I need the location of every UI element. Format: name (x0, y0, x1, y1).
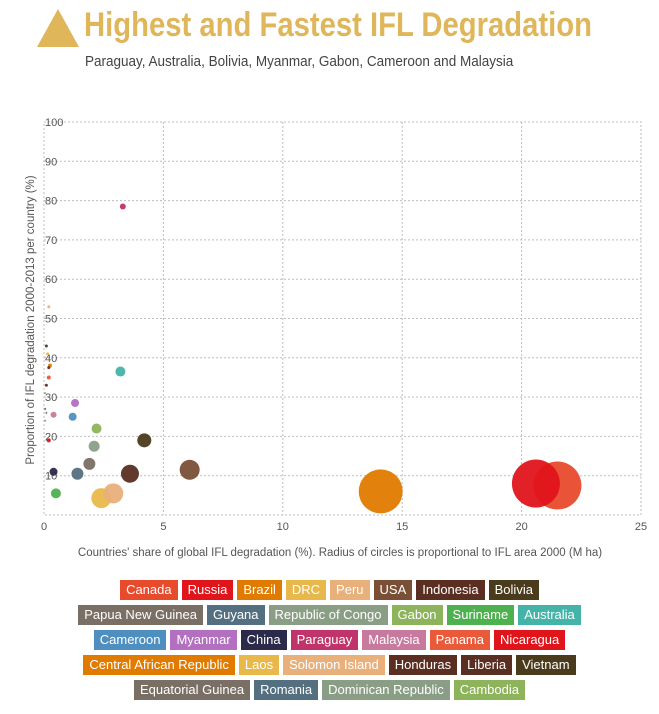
legend-item-guyana[interactable]: Guyana (206, 605, 265, 625)
y-tick-label: 20 (45, 431, 57, 443)
data-point-republic-of-congo[interactable] (88, 440, 100, 452)
legend-item-honduras[interactable]: Honduras (388, 655, 458, 675)
triangle-icon (37, 9, 79, 47)
legend-item-panama[interactable]: Panama (429, 630, 490, 650)
data-point-guyana[interactable] (71, 467, 84, 480)
legend-item-russia[interactable]: Russia (181, 580, 234, 600)
x-tick-label: 10 (277, 521, 289, 533)
legend-item-myanmar[interactable]: Myanmar (170, 630, 237, 650)
legend-item-australia[interactable]: Australia (518, 605, 581, 625)
x-tick-label: 15 (396, 521, 408, 533)
legend-item-papua-new-guinea[interactable]: Papua New Guinea (78, 605, 203, 625)
data-point-china[interactable] (49, 467, 58, 476)
legend-item-canada[interactable]: Canada (120, 580, 178, 600)
data-point-equatorial-guinea[interactable] (45, 411, 48, 414)
legend-item-dominican-republic[interactable]: Dominican Republic (322, 680, 450, 700)
data-point-nicaragua[interactable] (46, 438, 51, 443)
data-point-panama[interactable] (46, 375, 51, 380)
legend-item-cameroon[interactable]: Cameroon (93, 630, 167, 650)
data-point-romania[interactable] (44, 407, 47, 410)
data-point-liberia[interactable] (44, 383, 48, 387)
y-tick-label: 80 (45, 196, 57, 208)
data-point-peru[interactable] (103, 483, 124, 504)
legend-item-equatorial-guinea[interactable]: Equatorial Guinea (134, 680, 251, 700)
legend-row: Cameroon Myanmar China Paraguay Malaysia Pana… (0, 630, 659, 650)
x-axis-label: Countries' share of global IFL degradati… (78, 547, 602, 559)
data-point-gabon[interactable] (91, 423, 102, 434)
y-axis-label: Proportion of IFL degradation 2000-2013 … (25, 175, 37, 464)
data-point-dominican-republic[interactable] (44, 419, 47, 422)
data-point-suriname[interactable] (50, 488, 61, 499)
y-tick-label: 90 (45, 156, 57, 168)
legend-row: Papua New Guinea Guyana Republic of Congo G… (0, 605, 659, 625)
data-points (44, 203, 582, 514)
legend-item-usa[interactable]: USA (373, 580, 413, 600)
chart-header: Highest and Fastest IFL Degradation Para… (0, 0, 659, 80)
data-point-russia[interactable] (511, 459, 560, 508)
legend-item-brazil[interactable]: Brazil (237, 580, 282, 600)
x-tick-label: 20 (515, 521, 527, 533)
legend-item-solomon-island[interactable]: Solomon Island (283, 655, 385, 675)
legend-item-malaysia[interactable]: Malaysia (362, 630, 426, 650)
y-tick-label: 40 (45, 353, 57, 365)
legend-item-laos[interactable]: Laos (238, 655, 280, 675)
x-tick-label: 25 (635, 521, 647, 533)
legend-item-central-african-republic[interactable]: Central African Republic (83, 655, 235, 675)
y-tick-label: 50 (45, 314, 57, 326)
data-point-malaysia[interactable] (50, 411, 57, 418)
y-tick-label: 100 (45, 117, 63, 129)
legend-item-cambodia[interactable]: Cambodia (453, 680, 525, 700)
legend-item-liberia[interactable]: Liberia (461, 655, 513, 675)
legend-item-suriname[interactable]: Suriname (446, 605, 515, 625)
data-point-honduras[interactable] (47, 366, 51, 370)
data-point-indonesia[interactable] (120, 464, 139, 483)
data-point-bolivia[interactable] (137, 433, 152, 448)
data-point-papua-new-guinea[interactable] (83, 457, 96, 470)
chart-title: Highest and Fastest IFL Degradation (84, 6, 592, 44)
legend-row: Equatorial Guinea Romania Dominican Republ… (0, 680, 659, 700)
legend-item-vietnam[interactable]: Vietnam (516, 655, 576, 675)
legend-item-gabon[interactable]: Gabon (391, 605, 443, 625)
data-point-australia[interactable] (115, 366, 126, 377)
data-point-vietnam[interactable] (44, 344, 48, 348)
y-tick-label: 70 (45, 235, 57, 247)
y-tick-label: 30 (45, 392, 57, 404)
y-tick-label: 60 (45, 274, 57, 286)
data-point-laos[interactable] (46, 352, 50, 356)
legend-row: Central African Republic Laos Solomon Isla… (0, 655, 659, 675)
chart-grid (43, 121, 642, 516)
legend-item-paraguay[interactable]: Paraguay (290, 630, 359, 650)
data-point-solomon-island[interactable] (47, 305, 51, 309)
data-point-paraguay[interactable] (119, 203, 126, 210)
legend-item-indonesia[interactable]: Indonesia (416, 580, 485, 600)
legend-item-bolivia[interactable]: Bolivia (488, 580, 539, 600)
x-tick-label: 0 (41, 521, 47, 533)
legend-item-china[interactable]: China (240, 630, 287, 650)
data-point-cameroon[interactable] (68, 412, 77, 421)
x-axis-ticks: 0 5 10 15 20 25 (41, 521, 647, 533)
x-tick-label: 5 (160, 521, 166, 533)
legend-item-nicaragua[interactable]: Nicaragua (493, 630, 566, 650)
legend-row: Canada Russia Brazil DRC Peru USA Indonesia Bol… (0, 580, 659, 600)
data-point-cambodia[interactable] (44, 392, 47, 395)
data-point-usa[interactable] (179, 459, 200, 480)
data-point-brazil[interactable] (358, 469, 403, 514)
legend-item-peru[interactable]: Peru (330, 580, 370, 600)
chart-subtitle: Paraguay, Australia, Bolivia, Myanmar, G… (85, 53, 514, 70)
data-point-myanmar[interactable] (71, 398, 80, 407)
legend-item-republic-of-congo[interactable]: Republic of Congo (268, 605, 388, 625)
legend-item-romania[interactable]: Romania (254, 680, 319, 700)
legend-item-drc[interactable]: DRC (285, 580, 327, 600)
